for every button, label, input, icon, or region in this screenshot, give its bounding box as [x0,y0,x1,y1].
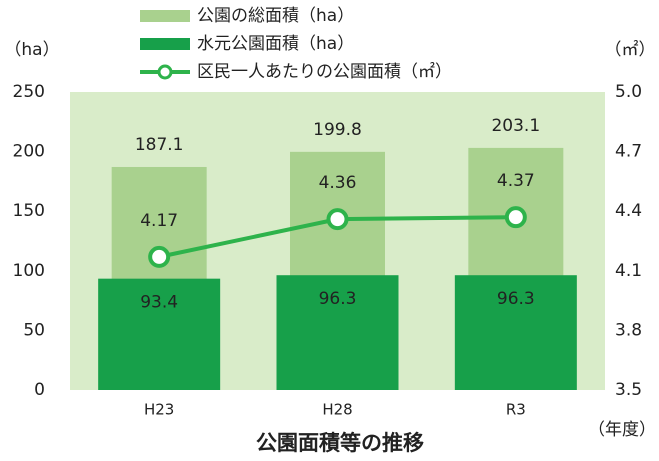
y2-tick-label: 4.7 [615,142,642,162]
data-label: 203.1 [491,116,540,136]
data-label: 187.1 [135,135,184,155]
x-tick-label: H23 [144,401,174,419]
data-label: 4.17 [140,211,178,231]
y-tick-label: 100 [13,261,45,281]
y-tick-label: 200 [13,142,45,162]
y-tick-label: 250 [13,82,45,102]
data-label: 199.8 [313,120,362,140]
legend-swatch [157,64,173,80]
y-tick-label: 150 [13,201,45,221]
y2-tick-label: 5.0 [615,82,642,102]
x-tick-label: H28 [322,401,352,419]
chart-title: 公園面積等の推移 [256,431,424,455]
y2-tick-label: 3.5 [615,380,642,400]
legend-label: 区民一人あたりの公園面積（㎡） [197,62,452,82]
y-tick-label: 50 [23,320,45,340]
legend-swatch [140,10,190,22]
bar [98,278,221,390]
x-tick-label: R3 [506,401,526,419]
bar [454,275,577,390]
y-tick-label: 0 [34,380,45,400]
data-label: 96.3 [497,289,535,309]
legend-swatch [140,38,190,50]
line-point [326,208,349,231]
data-label: 4.37 [497,171,535,191]
legend-label: 公園の総面積（ha） [197,6,354,26]
data-label: 96.3 [319,289,357,309]
data-label: 93.4 [140,293,178,313]
y-axis-label: （ha） [4,40,59,60]
line-point [148,245,171,268]
data-label: 4.36 [319,173,357,193]
x-axis-label: （年度） [588,420,656,440]
y2-tick-label: 3.8 [615,320,642,340]
legend-label: 水元公園面積（ha） [197,34,354,54]
y2-tick-label: 4.1 [615,261,642,281]
y2-tick-label: 4.4 [615,201,642,221]
y2-axis-label: （㎡） [605,40,656,60]
bar [276,275,399,390]
line-point [504,206,527,229]
